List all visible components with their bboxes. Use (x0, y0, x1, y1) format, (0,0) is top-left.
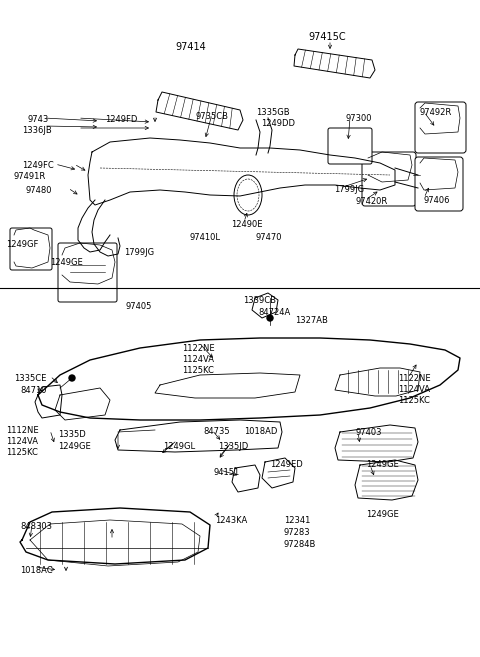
Text: 1249GE: 1249GE (366, 460, 399, 469)
Text: 97300: 97300 (345, 114, 372, 123)
Text: 1249GE: 1249GE (58, 442, 91, 451)
Text: 1018AC: 1018AC (20, 566, 53, 575)
Ellipse shape (234, 175, 262, 215)
Text: 1249GE: 1249GE (366, 510, 399, 519)
Text: 97283: 97283 (284, 528, 311, 537)
Text: 97491R: 97491R (14, 172, 46, 181)
Text: 97480: 97480 (26, 186, 52, 195)
FancyBboxPatch shape (10, 228, 52, 270)
Text: 1112NE: 1112NE (6, 426, 38, 435)
Text: 97403: 97403 (356, 428, 383, 437)
Text: 1125KC: 1125KC (398, 396, 430, 405)
Ellipse shape (237, 179, 259, 211)
Text: 84724A: 84724A (258, 308, 290, 317)
Text: 97470: 97470 (255, 233, 281, 242)
Text: 1125KC: 1125KC (182, 366, 214, 375)
Text: 1335D: 1335D (58, 430, 86, 439)
Text: 84735: 84735 (203, 427, 229, 436)
Text: 1249DD: 1249DD (261, 119, 295, 128)
FancyBboxPatch shape (415, 102, 466, 153)
Text: 97414: 97414 (175, 42, 206, 52)
Circle shape (267, 315, 273, 321)
Text: 97405: 97405 (126, 302, 152, 311)
Text: 1018AD: 1018AD (244, 427, 277, 436)
Text: 1249GL: 1249GL (163, 442, 195, 451)
Text: 1339CB: 1339CB (243, 296, 276, 305)
Text: 97284B: 97284B (284, 540, 316, 549)
Text: 848303: 848303 (20, 522, 52, 531)
Text: 1243KA: 1243KA (215, 516, 247, 525)
Text: 1124VA: 1124VA (182, 355, 214, 364)
Text: 1335GB: 1335GB (256, 108, 289, 117)
Text: 1249GF: 1249GF (6, 240, 38, 249)
Text: 12490E: 12490E (231, 220, 263, 229)
Text: 12341: 12341 (284, 516, 311, 525)
Text: 9735CB: 9735CB (196, 112, 229, 121)
Text: 1335JD: 1335JD (218, 442, 248, 451)
Text: 97420R: 97420R (356, 197, 388, 206)
Text: 1249FD: 1249FD (105, 115, 137, 124)
Text: 1327AB: 1327AB (295, 316, 328, 325)
Text: 1799JG: 1799JG (124, 248, 154, 257)
FancyBboxPatch shape (58, 243, 117, 302)
Text: 1336JB: 1336JB (22, 126, 52, 135)
Text: 97492R: 97492R (420, 108, 452, 117)
Text: 1799JG: 1799JG (334, 185, 364, 194)
Text: 1122NE: 1122NE (182, 344, 215, 353)
Text: 1125KC: 1125KC (6, 448, 38, 457)
Text: 1122NE: 1122NE (398, 374, 431, 383)
FancyBboxPatch shape (415, 157, 463, 211)
Text: 1249FC: 1249FC (22, 161, 54, 170)
Text: 1124VA: 1124VA (398, 385, 430, 394)
Text: 97406: 97406 (424, 196, 451, 205)
FancyBboxPatch shape (362, 152, 416, 206)
FancyBboxPatch shape (328, 128, 372, 164)
Text: 1124VA: 1124VA (6, 437, 38, 446)
Circle shape (69, 375, 75, 381)
Text: 9743: 9743 (28, 115, 49, 124)
Text: 84710: 84710 (20, 386, 47, 395)
Text: 94151: 94151 (213, 468, 239, 477)
Text: 1335CE: 1335CE (14, 374, 47, 383)
Text: 97410L: 97410L (190, 233, 221, 242)
Text: 97415C: 97415C (308, 32, 346, 42)
Text: 1249ED: 1249ED (270, 460, 303, 469)
Text: 1249GE: 1249GE (50, 258, 83, 267)
